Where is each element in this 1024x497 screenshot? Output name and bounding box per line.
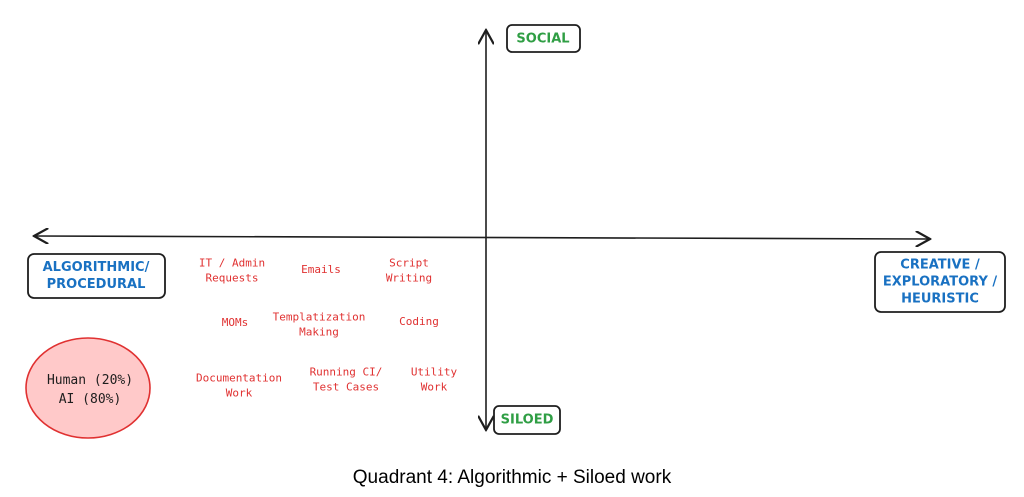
axis-label: SILOED xyxy=(501,413,554,428)
task-label: Work xyxy=(226,387,253,400)
split-label: Human (20%) xyxy=(47,373,133,388)
task-label: Test Cases xyxy=(313,381,379,394)
task-label: Making xyxy=(299,326,339,339)
axis-label: PROCEDURAL xyxy=(47,277,146,292)
split-label: AI (80%) xyxy=(59,392,122,407)
texts: SOCIAL SILOED ALGORITHMIC/PROCEDURAL CREATI… xyxy=(43,32,998,428)
task-label: Emails xyxy=(301,263,341,276)
right-label-box xyxy=(874,251,1006,313)
axis-label: EXPLORATORY / xyxy=(883,275,998,290)
top-label-box xyxy=(506,24,581,53)
axis-label: SOCIAL xyxy=(516,32,569,47)
task-label: Documentation xyxy=(196,372,282,385)
axis-label: ALGORITHMIC/ xyxy=(43,260,150,275)
task-label: Work xyxy=(421,381,448,394)
task-label: Script xyxy=(389,257,429,270)
task-label: Writing xyxy=(386,272,432,285)
caption: Quadrant 4: Algorithmic + Siloed work xyxy=(353,467,672,488)
axis-label: HEURISTIC xyxy=(901,292,979,307)
axis-label: CREATIVE / xyxy=(900,258,980,273)
task-label: Templatization xyxy=(273,311,366,324)
split-circle xyxy=(25,337,151,439)
bottom-label-box xyxy=(493,405,561,435)
task-label: MOMs xyxy=(222,316,249,329)
task-label: IT / Admin xyxy=(199,257,265,270)
task-label: Running CI/ xyxy=(310,366,383,379)
task-label: Requests xyxy=(206,272,259,285)
horizontal-axis xyxy=(34,236,930,239)
left-label-box xyxy=(27,253,166,299)
task-label: Coding xyxy=(399,315,439,328)
task-label: Utility xyxy=(411,366,458,379)
